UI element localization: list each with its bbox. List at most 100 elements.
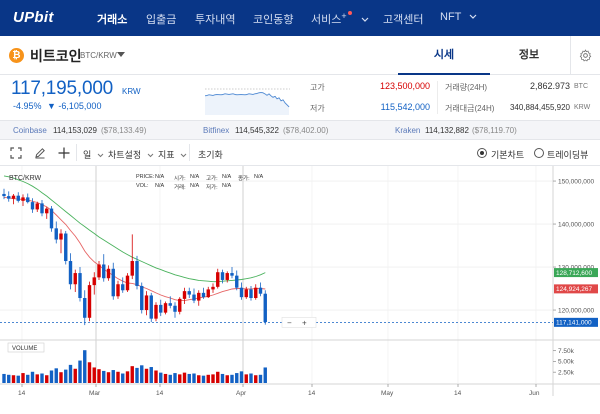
candle-body xyxy=(116,284,120,297)
candle-body xyxy=(216,272,220,287)
candle-body xyxy=(225,273,229,280)
ohlc-price-label: PRICE: xyxy=(136,174,155,180)
tab-info[interactable]: 정보 xyxy=(518,49,540,61)
volume-bar xyxy=(216,371,220,383)
volume-bar xyxy=(263,367,267,383)
exchange-name: Kraken xyxy=(395,126,421,135)
nav-exchange[interactable]: 거래소 xyxy=(97,14,128,26)
nav-coin-trends[interactable]: 코인동향 xyxy=(253,14,294,26)
candlestick-chart[interactable]: 150,000,000 140,000,000 130,000,000 120,000… xyxy=(0,166,600,414)
ohlc-price-value: N/A xyxy=(155,174,165,180)
candle-body xyxy=(7,196,11,199)
price-tag-label: 128,712,600 xyxy=(556,270,593,277)
volume-bar xyxy=(178,374,182,383)
volume-bar xyxy=(149,367,153,383)
volume-bar xyxy=(21,373,25,383)
candle-body xyxy=(244,289,248,298)
plus-icon: + xyxy=(341,11,347,21)
volume-bar xyxy=(64,369,68,383)
indicator-dropdown[interactable]: 지표 xyxy=(158,148,187,161)
tradingview-radio[interactable] xyxy=(534,148,544,158)
candle-body xyxy=(54,228,58,240)
ohlc-close-label: 종가: xyxy=(238,176,250,182)
volume-bar xyxy=(130,366,134,383)
tradingview-label[interactable]: 트레이딩뷰 xyxy=(547,150,589,160)
volume-value: 2,862.973 xyxy=(529,81,570,91)
candle-body xyxy=(178,298,182,312)
price-summary: 117,195,000 KRW -4.95% ▼ -6,105,000 고가 1… xyxy=(0,75,600,120)
zoom-in-button: + xyxy=(302,318,307,327)
fullscreen-button[interactable] xyxy=(8,145,24,161)
volume-bar xyxy=(111,370,115,383)
crosshair-button[interactable] xyxy=(56,145,72,161)
ohlc-vol-label: VOL: xyxy=(136,183,149,189)
nav-deposit-withdraw[interactable]: 입출금 xyxy=(146,14,177,26)
volume-bar xyxy=(173,373,177,383)
exchange-name: Bitfinex xyxy=(203,126,230,135)
volume-bar xyxy=(163,373,168,383)
basic-chart-label[interactable]: 기본차트 xyxy=(491,150,525,160)
volume-bar xyxy=(249,373,253,383)
candle-body xyxy=(59,233,63,240)
volume-bar xyxy=(97,369,101,383)
chart-settings-dropdown[interactable]: 차트설정 xyxy=(108,148,154,161)
reset-button[interactable]: 초기화 xyxy=(198,150,223,160)
tab-market[interactable]: 시세 xyxy=(398,36,490,75)
candle-body xyxy=(230,273,234,276)
volume-bar xyxy=(92,367,96,383)
change-amount: ▼ -6,105,000 xyxy=(47,101,102,111)
price-tag-box xyxy=(554,284,598,294)
low-value: 115,542,000 xyxy=(380,102,430,112)
coin-pair: BTC/KRW xyxy=(80,51,117,60)
nav-nft[interactable]: NFT xyxy=(440,11,477,23)
candle-body xyxy=(168,303,172,306)
chart-toolbar: 일 차트설정 지표 초기화 기본차트 트레이딩뷰 xyxy=(0,140,600,166)
nav-customer-center[interactable]: 고객센터 xyxy=(383,14,424,26)
settings-button[interactable] xyxy=(570,36,600,75)
candle-body xyxy=(163,303,168,313)
volume-unit: BTC xyxy=(574,83,588,90)
coin-selector-caret-icon[interactable] xyxy=(117,52,125,57)
volume-bar xyxy=(230,374,234,383)
draw-tool-button[interactable] xyxy=(32,145,48,161)
chart-symbol: BTC/KRW xyxy=(9,175,42,182)
chevron-down-icon xyxy=(361,17,369,22)
volume-bar xyxy=(168,374,172,383)
candle-body xyxy=(45,208,49,214)
ohlc-open-value: N/A xyxy=(190,174,200,180)
upbit-logo[interactable]: UPbit xyxy=(13,9,54,26)
nav-services[interactable]: 서비스+ xyxy=(311,11,369,27)
volume-label-box xyxy=(7,342,45,353)
candle-body xyxy=(125,275,130,291)
exchange-usd-price: ($78,402.00) xyxy=(283,126,329,135)
fullscreen-icon xyxy=(10,147,22,159)
candle-body xyxy=(192,294,196,301)
volume-bar xyxy=(258,374,263,383)
candle-body xyxy=(154,304,158,319)
volume-bar xyxy=(197,375,201,383)
chart-canvas[interactable]: 150,000,000 140,000,000 130,000,000 120,000… xyxy=(0,166,600,414)
candle-body xyxy=(249,289,253,299)
chevron-down-icon xyxy=(97,153,104,158)
volume-tick-label: 2.50k xyxy=(558,370,575,377)
volume-tick-label: 5.00k xyxy=(558,359,575,366)
volume-bar xyxy=(239,371,244,383)
volume-bar xyxy=(154,370,158,383)
global-exchange-prices: Coinbase 114,153,029 ($78,133.49) Bitfin… xyxy=(0,120,600,140)
candle-body xyxy=(254,287,258,299)
volume-bar xyxy=(16,375,20,383)
basic-chart-radio[interactable] xyxy=(477,148,487,158)
exchange-usd-price: ($78,133.49) xyxy=(101,126,147,135)
ohlc-amount-label: 거래: xyxy=(174,185,186,191)
volume-bar xyxy=(54,368,58,383)
x-tick-label: 14 xyxy=(156,390,164,397)
x-tick-label: May xyxy=(381,390,394,397)
candle-body xyxy=(87,285,92,318)
nav-investment-history[interactable]: 투자내역 xyxy=(195,14,236,26)
candle-body xyxy=(21,197,25,201)
candle-body xyxy=(73,273,77,285)
amount-label: 거래대금(24H) xyxy=(445,104,495,113)
period-dropdown[interactable]: 일 xyxy=(83,148,104,161)
candle-body xyxy=(220,272,225,280)
amount-value: 340,884,455,920 xyxy=(509,103,570,112)
